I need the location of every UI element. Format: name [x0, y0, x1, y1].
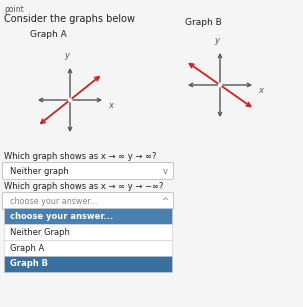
- Text: Consider the graphs below: Consider the graphs below: [4, 14, 135, 24]
- Bar: [4, 208, 172, 224]
- Text: x: x: [108, 101, 113, 110]
- Text: choose your answer...: choose your answer...: [10, 212, 113, 220]
- Text: Which graph shows as x → ∞ y → −∞?: Which graph shows as x → ∞ y → −∞?: [4, 182, 164, 191]
- Text: Neither Graph: Neither Graph: [10, 227, 70, 236]
- Bar: [4, 256, 172, 272]
- Text: ^: ^: [161, 196, 168, 205]
- Text: Graph A: Graph A: [10, 243, 44, 252]
- Text: Graph A: Graph A: [30, 30, 67, 39]
- Text: y: y: [65, 51, 69, 60]
- Bar: [4, 240, 172, 256]
- Text: Which graph shows as x → ∞ y → ∞?: Which graph shows as x → ∞ y → ∞?: [4, 152, 157, 161]
- Text: Neither graph: Neither graph: [10, 166, 69, 176]
- FancyBboxPatch shape: [2, 162, 174, 180]
- Text: choose your answer...: choose your answer...: [10, 196, 98, 205]
- Text: Graph B: Graph B: [185, 18, 222, 27]
- FancyBboxPatch shape: [2, 192, 174, 209]
- Text: y: y: [215, 36, 219, 45]
- Bar: [4, 224, 172, 240]
- Text: Graph B: Graph B: [10, 259, 48, 269]
- Text: x: x: [258, 86, 263, 95]
- Text: v: v: [163, 166, 168, 176]
- Text: point: point: [4, 5, 24, 14]
